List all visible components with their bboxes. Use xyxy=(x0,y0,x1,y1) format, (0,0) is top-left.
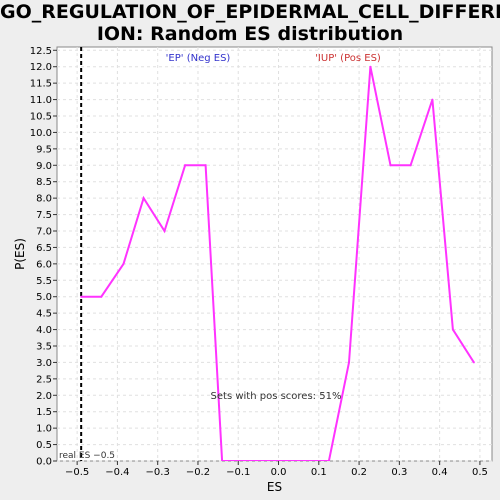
x-tick-label: 0.3 xyxy=(391,467,407,478)
y-tick-label: 3.0 xyxy=(36,358,52,369)
data-point xyxy=(451,328,454,331)
data-point xyxy=(389,164,392,167)
data-point xyxy=(348,361,351,364)
y-tick-label: 1.0 xyxy=(36,424,52,435)
y-tick-label: 0.0 xyxy=(36,457,52,468)
series-line xyxy=(81,66,475,461)
data-point xyxy=(261,460,264,461)
x-tick-label: −0.5 xyxy=(65,467,89,478)
x-tick-label: 0.4 xyxy=(432,467,448,478)
y-tick-label: 2.5 xyxy=(36,374,52,385)
pos-scores-text: Sets with pos scores: 51% xyxy=(211,391,342,402)
data-point xyxy=(184,164,187,167)
series-group xyxy=(80,65,475,461)
grid-lines xyxy=(57,47,492,462)
chart-title: GO_REGULATION_OF_EPIDERMAL_CELL_DIFFEREN… xyxy=(0,1,500,45)
x-tick-label: −0.1 xyxy=(226,467,250,478)
pos-es-label: 'IUP' (Pos ES) xyxy=(315,53,381,64)
data-point xyxy=(163,230,166,232)
data-point xyxy=(221,460,224,461)
data-point xyxy=(431,98,434,101)
y-tick-label: 7.5 xyxy=(36,210,52,221)
data-point xyxy=(241,460,244,461)
y-tick-label: 8.0 xyxy=(36,194,52,205)
data-point xyxy=(100,295,103,298)
y-tick-label: 5.5 xyxy=(36,276,52,287)
y-tick-label: 12.0 xyxy=(30,62,52,73)
data-point xyxy=(204,164,207,167)
y-tick-label: 10.5 xyxy=(30,112,52,123)
y-tick-label: 11.5 xyxy=(30,79,52,90)
y-tick-label: 9.5 xyxy=(36,144,52,155)
x-tick-label: 0.5 xyxy=(472,467,488,478)
y-tick-label: 3.5 xyxy=(36,342,52,353)
axes-group: 0.0 0.5 1.0 1.5 2.0 2.5 3.0 3.5 4.0 4.5 5.0 5.5 6.0 6… xyxy=(13,46,488,494)
y-tick-label: 6.0 xyxy=(36,259,52,270)
x-tick-label: −0.2 xyxy=(186,467,210,478)
real-es-label: real ES −0.5 xyxy=(59,451,115,461)
x-tick-label: −0.4 xyxy=(105,467,129,478)
data-point xyxy=(142,197,145,200)
y-tick-label: 7.0 xyxy=(36,227,52,238)
x-tick-label: 0.0 xyxy=(271,467,287,478)
y-tick-label: 12.5 xyxy=(30,46,52,57)
data-point xyxy=(80,295,83,298)
y-tick-label: 8.5 xyxy=(36,177,52,188)
x-tick-label: 0.2 xyxy=(351,467,367,478)
x-axis-label: ES xyxy=(267,480,282,494)
annotations-group: 'EP' (Neg ES) 'IUP' (Pos ES) Sets with pos… xyxy=(59,53,381,461)
neg-es-label: 'EP' (Neg ES) xyxy=(166,53,231,64)
y-tick-label: 5.0 xyxy=(36,292,52,303)
y-tick-label: 2.0 xyxy=(36,391,52,402)
y-tick-label: 10.0 xyxy=(30,128,52,139)
y-tick-label: 4.5 xyxy=(36,309,52,320)
data-point xyxy=(472,361,475,364)
y-tick-label: 4.0 xyxy=(36,325,52,336)
y-tick-label: 9.0 xyxy=(36,161,52,172)
data-point xyxy=(327,460,330,461)
x-tick-label: −0.3 xyxy=(146,467,170,478)
data-point xyxy=(369,65,372,68)
x-tick-label: 0.1 xyxy=(311,467,327,478)
y-tick-label: 6.5 xyxy=(36,243,52,254)
y-tick-label: 11.0 xyxy=(30,95,52,106)
y-tick-label: 1.5 xyxy=(36,407,52,418)
y-tick-label: 0.5 xyxy=(36,440,52,451)
data-point xyxy=(281,460,284,461)
y-axis-label: P(ES) xyxy=(13,238,27,270)
data-point xyxy=(122,262,125,265)
data-point xyxy=(409,164,412,167)
data-point xyxy=(307,460,310,461)
